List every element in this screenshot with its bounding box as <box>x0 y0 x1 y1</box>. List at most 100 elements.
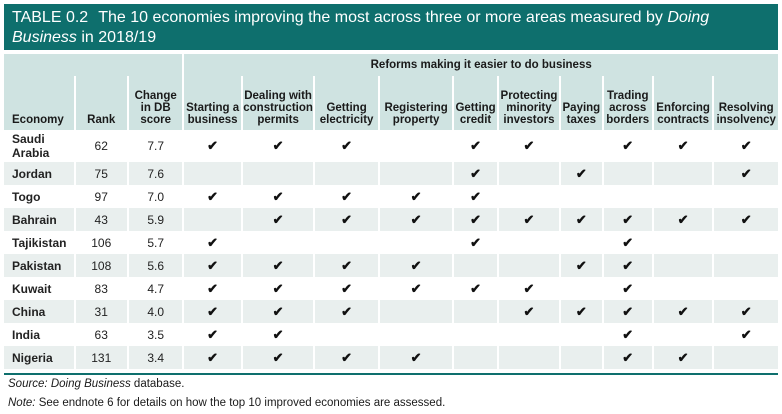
table-title-italic: Doing Business <box>12 9 710 46</box>
reform-cell: ✔ <box>182 254 242 277</box>
checkmark-icon: ✔ <box>523 303 535 319</box>
col-reform-2-line: Dealing with <box>244 90 312 102</box>
checkmark-icon: ✔ <box>272 188 284 204</box>
table-title-bar: TABLE 0.2 The 10 economies improving the … <box>4 4 778 50</box>
reform-cell: ✔ <box>651 346 714 369</box>
col-reform-3-line: electricity <box>319 114 374 126</box>
reform-cell <box>651 323 714 346</box>
change-score-cell: 4.0 <box>126 300 184 323</box>
change-score-cell: 4.7 <box>126 277 184 300</box>
table-row: Jordan 75 7.6 ✔ ✔ ✔ <box>4 162 778 185</box>
reform-cell <box>452 300 498 323</box>
reform-cell <box>651 162 714 185</box>
rank-cell: 108 <box>73 254 128 277</box>
economy-cell: China <box>4 300 75 323</box>
reform-cell <box>601 162 653 185</box>
checkmark-icon: ✔ <box>622 138 634 153</box>
checkmark-icon: ✔ <box>470 188 482 204</box>
checkmark-icon: ✔ <box>341 211 353 227</box>
col-change-db-score-line: Change <box>134 90 177 102</box>
reform-cell: ✔ <box>601 231 653 254</box>
note-line: Note: See endnote 6 for details on how t… <box>8 397 445 409</box>
reform-cell <box>496 162 561 185</box>
checkmark-icon: ✔ <box>523 211 535 227</box>
col-reform-1: Starting a business <box>182 76 242 130</box>
table-row: Saudi Arabia 62 7.7 ✔ ✔ ✔ ✔ ✔ ✔ ✔ ✔ <box>4 130 778 162</box>
table-title-prefix: The 10 economies improving the most acro… <box>98 9 668 26</box>
checkmark-icon: ✔ <box>207 188 219 204</box>
table-row: India 63 3.5 ✔ ✔ ✔ ✔ <box>4 323 778 346</box>
col-reform-6: Protecting minority investors <box>496 76 561 130</box>
col-reform-4: Registering property <box>377 76 454 130</box>
reform-cell <box>313 162 379 185</box>
checkmark-icon: ✔ <box>575 257 587 273</box>
col-reform-10-line: insolvency <box>716 114 776 126</box>
reform-cell: ✔ <box>182 185 242 208</box>
col-reform-1-line: business <box>187 114 238 126</box>
reform-cell: ✔ <box>712 300 778 323</box>
col-economy: Economy <box>4 76 75 130</box>
change-score-cell: 7.7 <box>126 130 184 162</box>
reform-cell <box>651 254 714 277</box>
reform-cell <box>313 323 379 346</box>
checkmark-icon: ✔ <box>677 303 689 319</box>
reform-cell: ✔ <box>559 254 603 277</box>
checkmark-icon: ✔ <box>341 138 353 153</box>
checkmark-icon: ✔ <box>622 257 634 273</box>
reform-cell: ✔ <box>313 277 379 300</box>
reform-cell: ✔ <box>240 300 315 323</box>
col-change-db-score-line: in DB <box>140 102 171 114</box>
economy-cell: Pakistan <box>4 254 75 277</box>
source-label: Source: <box>8 378 51 390</box>
group-header: Reforms making it easier to do business <box>182 54 778 76</box>
reform-cell: ✔ <box>559 208 603 231</box>
checkmark-icon: ✔ <box>523 280 535 296</box>
checkmark-icon: ✔ <box>470 165 482 181</box>
reform-cell <box>712 254 778 277</box>
reform-cell: ✔ <box>377 254 454 277</box>
checkmark-icon: ✔ <box>575 165 587 181</box>
reform-cell: ✔ <box>377 208 454 231</box>
checkmark-icon: ✔ <box>740 303 752 319</box>
reform-cell: ✔ <box>240 185 315 208</box>
reform-cell: ✔ <box>313 208 379 231</box>
col-reform-5-line: credit <box>459 114 492 126</box>
col-change-db-score: Change in DB score <box>126 76 184 130</box>
col-reform-8: Trading across borders <box>601 76 653 130</box>
col-reform-6-line: investors <box>503 114 555 126</box>
reform-cell: ✔ <box>496 300 561 323</box>
note-label: Note: <box>8 397 36 409</box>
checkmark-icon: ✔ <box>272 211 284 227</box>
col-reform-8-line: across <box>609 102 647 114</box>
col-reform-4-line: property <box>392 114 440 126</box>
change-score-cell: 3.5 <box>126 323 184 346</box>
reform-cell: ✔ <box>601 277 653 300</box>
change-score-cell: 5.9 <box>126 208 184 231</box>
checkmark-icon: ✔ <box>740 165 752 181</box>
reform-cell: ✔ <box>240 254 315 277</box>
source-italic: Doing Business <box>50 378 131 390</box>
checkmark-icon: ✔ <box>272 303 284 319</box>
reform-cell: ✔ <box>377 277 454 300</box>
reform-cell <box>559 346 603 369</box>
col-reform-8-line: Trading <box>606 90 649 102</box>
reform-cell <box>496 254 561 277</box>
checkmark-icon: ✔ <box>622 234 634 250</box>
change-score-cell: 7.6 <box>126 162 184 185</box>
reform-cell: ✔ <box>313 130 379 162</box>
reform-cell: ✔ <box>182 231 242 254</box>
reform-cell: ✔ <box>240 208 315 231</box>
table-bottom-rule <box>4 373 778 375</box>
note-text: See endnote 6 for details on how the top… <box>35 397 446 409</box>
reform-cell: ✔ <box>182 300 242 323</box>
rank-cell: 131 <box>73 346 128 369</box>
reform-cell <box>496 346 561 369</box>
reform-cell <box>377 323 454 346</box>
economy-cell: Jordan <box>4 162 75 185</box>
reform-cell <box>182 162 242 185</box>
reform-cell <box>496 231 561 254</box>
reform-cell: ✔ <box>559 300 603 323</box>
col-change-db-score-line: score <box>140 114 171 126</box>
reform-cell <box>452 346 498 369</box>
reform-cell <box>559 277 603 300</box>
